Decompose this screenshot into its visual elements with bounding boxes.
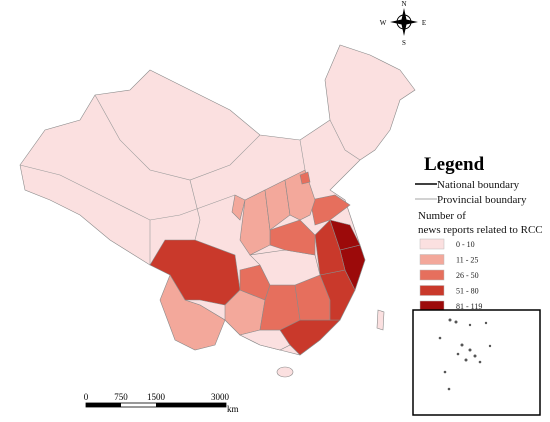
island: [447, 387, 451, 391]
legend: Legend National boundary Provincial boun…: [415, 154, 543, 312]
compass-e: E: [422, 19, 426, 27]
province: [314, 219, 346, 276]
compass-s: S: [402, 39, 406, 47]
legend-swatch: [419, 269, 445, 281]
scale-label: 1500: [147, 392, 166, 402]
island: [460, 343, 464, 347]
scale-label: 3000: [211, 392, 230, 402]
boundary: [94, 94, 261, 181]
island: [448, 318, 452, 322]
compass-n: N: [401, 0, 406, 8]
interior-boundaries: [19, 94, 361, 265]
scale-label: 750: [114, 392, 128, 402]
boundary: [19, 164, 236, 221]
province: [276, 366, 294, 378]
scale-unit: km: [227, 404, 239, 414]
legend-boundary: National boundary: [437, 179, 520, 191]
island: [438, 336, 442, 340]
country-base: [19, 44, 416, 356]
compass: N S W E: [380, 0, 426, 47]
province: [231, 194, 246, 221]
island: [473, 354, 477, 358]
compass-w: W: [380, 19, 387, 27]
island: [488, 344, 492, 348]
legend-class-label: 26 - 50: [456, 271, 479, 280]
legend-class-label: 81 - 119: [456, 302, 482, 311]
compass-needle: [390, 19, 418, 25]
class-title: Number of: [418, 210, 466, 222]
scale-bar: 0 750 1500 3000 km: [84, 392, 239, 414]
island: [456, 352, 460, 356]
island: [468, 348, 472, 352]
island: [454, 320, 458, 324]
legend-class-label: 11 - 25: [456, 256, 478, 265]
provinces: [149, 169, 385, 378]
boundary: [299, 119, 361, 171]
legend-class-label: 0 - 10: [456, 240, 475, 249]
legend-class-label: 51 - 80: [456, 287, 479, 296]
island: [443, 370, 447, 374]
inset: [412, 309, 541, 416]
island: [464, 358, 468, 362]
scale-label: 0: [84, 392, 89, 402]
province: [299, 171, 311, 185]
legend-swatch: [419, 238, 445, 250]
inset-frame: [412, 309, 541, 416]
province: [309, 194, 351, 226]
legend-title: Legend: [424, 154, 485, 175]
legend-swatch: [419, 254, 445, 265]
scale-segment: [86, 403, 121, 407]
class-title: news reports related to RCC: [418, 224, 543, 236]
legend-boundary: Provincial boundary: [437, 194, 527, 206]
island: [468, 323, 472, 327]
legend-swatch: [419, 285, 445, 296]
province: [376, 309, 385, 331]
province: [159, 274, 226, 351]
island: [478, 360, 482, 364]
island: [484, 321, 488, 325]
boundary: [189, 179, 201, 241]
scale-segment: [156, 403, 226, 407]
